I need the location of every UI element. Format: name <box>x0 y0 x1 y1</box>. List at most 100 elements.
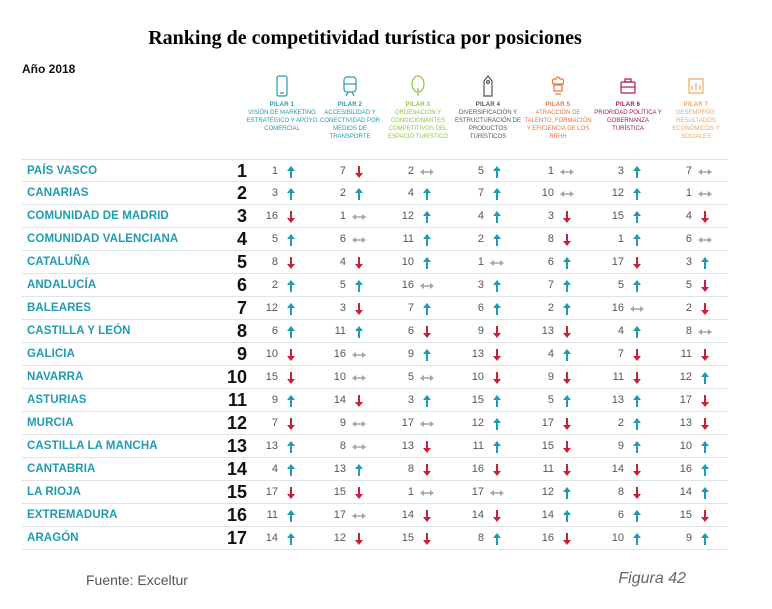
region-name: CANTABRIA <box>27 463 96 475</box>
table-row: CATALUÑA 5 8 4 10 1 6 17 3 <box>22 251 728 274</box>
arrow-equal-icon <box>352 214 366 220</box>
pillar-cell-3: 1 <box>398 486 448 500</box>
pillar-description: ACCESIBILIDAD Y CONECTIVIDAD POR MEDIOS … <box>319 110 380 140</box>
arrow-up-icon <box>563 349 571 361</box>
arrow-up-icon <box>563 395 571 407</box>
pillar-position: 8 <box>477 532 484 544</box>
arrow-down-icon <box>423 464 431 476</box>
region-name: LA RIOJA <box>27 486 82 498</box>
pillar-cell-7: 12 <box>676 371 726 385</box>
pillar-position: 2 <box>339 187 346 199</box>
pillar-description: PRIORIDAD POLÍTICA Y GOBERNANZA TURÍSTIC… <box>594 110 662 132</box>
pillar-position: 11 <box>612 371 624 383</box>
pillar-cell-1: 17 <box>262 486 312 500</box>
overall-rank: 12 <box>226 413 247 433</box>
pillar-position: 6 <box>339 233 346 245</box>
arrow-down-icon <box>701 211 709 223</box>
pillar-cell-7: 6 <box>676 233 726 247</box>
pillar-cell-4: 15 <box>468 394 518 408</box>
pillar-cell-6: 9 <box>608 440 658 454</box>
table-row: CANARIAS 2 3 2 4 7 10 12 1 <box>22 182 728 205</box>
pillar-position: 16 <box>611 302 624 314</box>
table-row: ARAGÓN 17 14 12 15 8 16 10 9 <box>22 527 728 550</box>
pillar-cell-2: 14 <box>330 394 380 408</box>
tree-icon <box>411 75 425 96</box>
pillar-cell-3: 16 <box>398 279 448 293</box>
pillar-position: 5 <box>617 279 624 291</box>
pillar-cell-4: 10 <box>468 371 518 385</box>
pillar-name: PILAR 1 <box>269 102 295 108</box>
pillar-position: 6 <box>617 509 624 521</box>
pillar-cell-5: 15 <box>538 440 588 454</box>
pillar-position: 11 <box>334 325 346 337</box>
pillar-cell-5: 2 <box>538 302 588 316</box>
pillar-cell-7: 16 <box>676 463 726 477</box>
pillar-position: 17 <box>679 394 692 406</box>
pillar-cell-7: 7 <box>676 165 726 179</box>
pillar-cell-4: 12 <box>468 417 518 431</box>
region-name: COMUNIDAD DE MADRID <box>27 210 169 222</box>
pillar-cell-1: 16 <box>262 210 312 224</box>
pillar-position: 14 <box>541 509 554 521</box>
pillar-cell-7: 15 <box>676 509 726 523</box>
pillar-position: 7 <box>477 187 484 199</box>
pillar-position: 13 <box>333 463 346 475</box>
table-row: NAVARRA 10 15 10 5 10 9 11 12 <box>22 366 728 389</box>
pillar-cell-4: 9 <box>468 325 518 339</box>
region-name: EXTREMADURA <box>27 509 118 521</box>
arrow-up-icon <box>701 464 709 476</box>
pillar-cell-7: 10 <box>676 440 726 454</box>
pillar-position: 4 <box>339 256 346 268</box>
chart-title: Ranking de competitividad turística por … <box>148 27 582 49</box>
arrow-down-icon <box>287 372 295 384</box>
pillar-position: 11 <box>542 463 554 475</box>
pillar-cell-2: 9 <box>330 417 380 431</box>
pillar-cell-4: 7 <box>468 187 518 201</box>
arrow-down-icon <box>633 372 641 384</box>
pillar-cell-6: 7 <box>608 348 658 362</box>
pillar-position: 8 <box>407 463 414 475</box>
region-name: PAÍS VASCO <box>27 165 98 177</box>
pillar-position: 13 <box>541 325 554 337</box>
pillar-position: 4 <box>547 348 554 360</box>
arrow-equal-icon <box>490 260 504 266</box>
pillar-position: 11 <box>402 233 414 245</box>
pillar-description: DIVERSIFICACIÓN Y ESTRUCTURACIÓN DE PROD… <box>454 110 521 140</box>
pillar-position: 3 <box>617 165 624 177</box>
pillar-position: 6 <box>407 325 414 337</box>
arrow-up-icon <box>493 188 501 200</box>
pillar-position: 4 <box>407 187 414 199</box>
arrow-up-icon <box>355 464 363 476</box>
pillar-position: 13 <box>611 394 624 406</box>
pillar-position: 14 <box>471 509 484 521</box>
arrow-down-icon <box>423 533 431 545</box>
arrow-down-icon <box>355 487 363 499</box>
pillar-position: 7 <box>685 165 692 177</box>
pillar-position: 9 <box>271 394 278 406</box>
arrow-equal-icon <box>352 444 366 450</box>
overall-rank: 1 <box>236 161 247 181</box>
pillar-cell-3: 5 <box>398 371 448 385</box>
region-name: CASTILLA LA MANCHA <box>27 440 158 452</box>
pillar-cell-1: 15 <box>262 371 312 385</box>
pillar-name: PILAR 3 <box>405 102 431 108</box>
pillar-position: 10 <box>333 371 346 383</box>
pillar-position: 15 <box>471 394 484 406</box>
arrow-up-icon <box>493 303 501 315</box>
pillar-position: 11 <box>472 440 484 452</box>
pillar-position: 3 <box>407 394 414 406</box>
pillar-cell-4: 8 <box>468 532 518 546</box>
pillar-position: 2 <box>271 279 278 291</box>
pillar-cell-2: 12 <box>330 532 380 546</box>
table-row: COMUNIDAD VALENCIANA 4 5 6 11 2 8 1 6 <box>22 228 728 251</box>
overall-rank: 3 <box>236 206 247 226</box>
arrow-up-icon <box>287 326 295 338</box>
pillar-cell-6: 16 <box>608 302 658 316</box>
pillar-position: 4 <box>477 210 484 222</box>
pillar-cell-7: 9 <box>676 532 726 546</box>
arrow-equal-icon <box>420 421 434 427</box>
pillar-position: 16 <box>471 463 484 475</box>
arrow-up-icon <box>701 372 709 384</box>
pillar-position: 14 <box>333 394 346 406</box>
arrow-equal-icon <box>352 513 366 519</box>
